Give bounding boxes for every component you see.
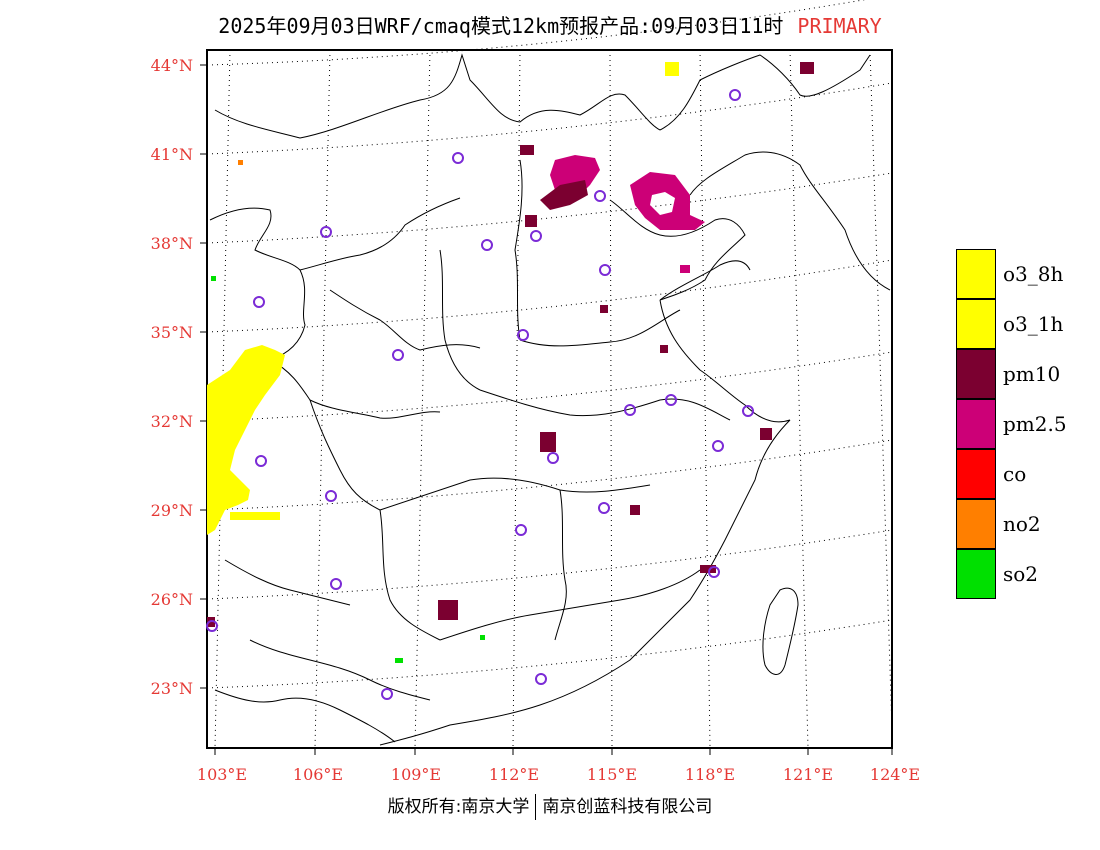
lat-label: 23°N [151,679,193,698]
legend-label: co [1003,462,1027,486]
lat-label: 41°N [151,145,193,164]
station-marker [729,89,741,101]
legend-item: so2 [956,549,1067,599]
pm10-cell [600,305,608,313]
station-marker [515,524,527,536]
pm10-cell [438,600,458,620]
station-marker [255,455,267,467]
lat-label: 26°N [151,590,193,609]
station-marker [530,230,542,242]
station-marker [535,673,547,685]
so2-cell [480,635,485,640]
legend-swatch [956,299,996,349]
legend-label: o3_1h [1003,312,1064,336]
station-marker [665,394,677,406]
pollution-cells [207,62,814,663]
legend: o3_8h o3_1h pm10 pm2.5 co no2 so2 [956,249,1067,599]
lat-label: 35°N [151,323,193,342]
station-marker [253,296,265,308]
map-frame [206,49,893,749]
legend-label: no2 [1003,512,1041,536]
o3-region-west [207,345,285,535]
longitude-ticks [214,748,893,755]
copyright-company: 南京创蓝科技有限公司 [542,797,713,817]
pm10-cell [540,432,556,452]
station-marker [712,440,724,452]
lon-label: 112°E [489,765,539,784]
title-main: 2025年09月03日WRF/cmaq模式12km预报产品:09月03日11时 [218,14,784,38]
station-markers [206,89,754,700]
legend-label: so2 [1003,562,1039,586]
pm10-cell [630,505,640,515]
lon-label: 124°E [870,765,920,784]
copyright-owner: 版权所有:南京大学 [387,797,530,817]
latitude-labels: 44°N 41°N 38°N 35°N 32°N 29°N 26°N 23°N [151,56,193,698]
longitude-labels: 103°E 106°E 109°E 112°E 115°E 118°E 121°… [197,765,920,784]
legend-label: pm2.5 [1003,412,1067,436]
pm10-cell [800,62,814,74]
legend-item: o3_1h [956,299,1067,349]
station-marker [598,502,610,514]
lon-label: 118°E [685,765,735,784]
station-marker [624,404,636,416]
station-marker [320,226,332,238]
legend-item: pm2.5 [956,399,1067,449]
map-title: 2025年09月03日WRF/cmaq模式12km预报产品:09月03日11时 P… [0,10,1100,39]
station-marker [708,566,720,578]
lat-label: 44°N [151,56,193,75]
lat-label: 29°N [151,501,193,520]
pm25-cell [680,265,690,273]
lat-label: 38°N [151,234,193,253]
graticule [206,0,893,749]
copyright-separator [535,794,537,820]
station-marker [742,405,754,417]
legend-label: pm10 [1003,362,1061,386]
station-marker [392,349,404,361]
so2-cell [395,658,403,663]
station-marker [547,452,559,464]
pm10-region-beijing [540,180,588,210]
legend-swatch [956,549,996,599]
legend-swatch [956,449,996,499]
lon-label: 103°E [197,765,247,784]
pm10-cell [700,565,716,573]
legend-item: o3_8h [956,249,1067,299]
no2-cell [238,160,243,165]
coastline-and-borders [209,53,891,746]
legend-item: co [956,449,1067,499]
latitude-ticks [200,64,207,689]
o3-cell [230,512,280,520]
station-marker [594,190,606,202]
lon-label: 109°E [391,765,441,784]
station-marker [330,578,342,590]
pm10-cell [520,145,534,155]
station-marker [452,152,464,164]
lon-label: 121°E [783,765,833,784]
station-marker [325,490,337,502]
so2-cell [211,276,216,281]
legend-item: no2 [956,499,1067,549]
station-marker [599,264,611,276]
legend-swatch [956,499,996,549]
station-marker [481,239,493,251]
o3-cell-north [665,62,679,76]
pm25-region-tianjin [630,172,705,230]
station-marker [381,688,393,700]
station-marker [517,329,529,341]
title-tag: PRIMARY [797,14,882,38]
legend-swatch [956,399,996,449]
legend-swatch [956,349,996,399]
pm10-cell [760,428,772,440]
pm10-cell [525,215,537,227]
legend-label: o3_8h [1003,262,1064,286]
station-marker [206,620,218,632]
copyright: 版权所有:南京大学 南京创蓝科技有限公司 [0,792,1100,820]
lon-label: 106°E [293,765,343,784]
lat-label: 32°N [151,412,193,431]
lon-label: 115°E [587,765,637,784]
legend-item: pm10 [956,349,1067,399]
pm10-cell [660,345,668,353]
legend-swatch [956,249,996,299]
